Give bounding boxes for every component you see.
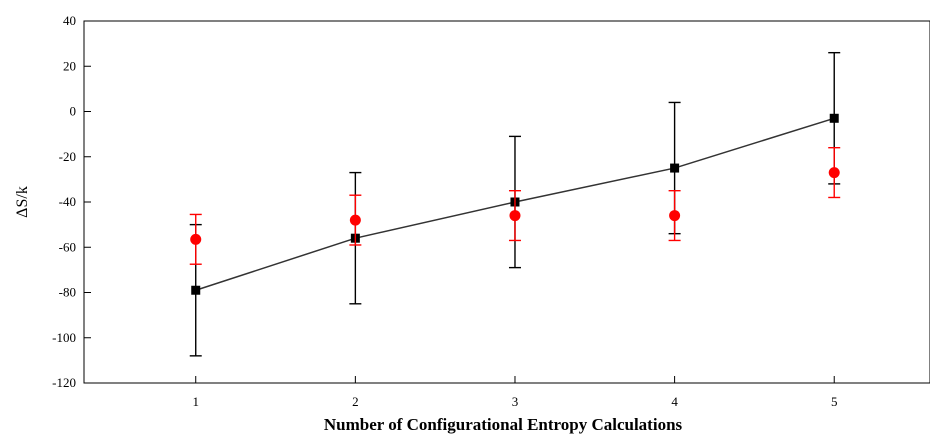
series-2 bbox=[189, 146, 841, 265]
data-point-square bbox=[191, 285, 201, 295]
x-tick-label: 3 bbox=[512, 394, 519, 409]
data-point-circle bbox=[349, 214, 361, 226]
y-tick-label: -60 bbox=[59, 239, 76, 254]
y-tick-label: 20 bbox=[63, 58, 76, 73]
x-tick-label: 4 bbox=[671, 394, 678, 409]
series-layer bbox=[189, 51, 841, 357]
x-tick-label: 2 bbox=[352, 394, 359, 409]
y-axis: 40 20 0 -20 -40 -60 -80 -100 -120 bbox=[52, 13, 91, 390]
data-point-circle bbox=[190, 233, 202, 245]
y-tick-label: -20 bbox=[59, 149, 76, 164]
y-tick-label: -80 bbox=[59, 285, 76, 300]
data-point-circle bbox=[669, 210, 681, 222]
data-point-circle bbox=[509, 210, 521, 222]
plot-frame bbox=[83, 20, 930, 384]
x-axis: 1 2 3 4 5 bbox=[192, 376, 837, 409]
y-tick-label: 40 bbox=[63, 13, 76, 28]
y-tick-label: 0 bbox=[70, 104, 77, 119]
y-axis-title: ΔS/k bbox=[14, 186, 31, 218]
data-point-square bbox=[829, 113, 839, 123]
y-tick-label: -120 bbox=[52, 375, 76, 390]
data-point-square bbox=[670, 163, 680, 173]
data-point-circle bbox=[828, 167, 840, 179]
x-axis-title: Number of Configurational Entropy Calcul… bbox=[324, 415, 683, 434]
x-tick-label: 1 bbox=[192, 394, 199, 409]
y-tick-label: -40 bbox=[59, 194, 76, 209]
y-tick-label: -100 bbox=[52, 330, 76, 345]
x-tick-label: 5 bbox=[831, 394, 838, 409]
